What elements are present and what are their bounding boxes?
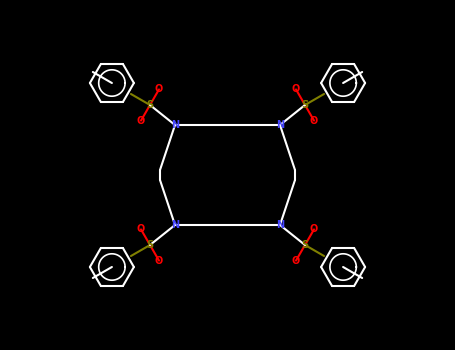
Text: O: O bbox=[155, 256, 163, 266]
Text: N: N bbox=[276, 120, 284, 130]
Text: S: S bbox=[147, 100, 154, 110]
Text: O: O bbox=[310, 116, 318, 126]
Text: O: O bbox=[292, 256, 300, 266]
Text: S: S bbox=[301, 240, 308, 250]
Text: O: O bbox=[137, 224, 145, 234]
Text: O: O bbox=[137, 116, 145, 126]
Text: O: O bbox=[155, 84, 163, 94]
Text: S: S bbox=[147, 240, 154, 250]
Text: S: S bbox=[301, 100, 308, 110]
Text: N: N bbox=[171, 220, 179, 230]
Text: O: O bbox=[310, 224, 318, 234]
Text: O: O bbox=[292, 84, 300, 94]
Text: N: N bbox=[276, 220, 284, 230]
Text: N: N bbox=[171, 120, 179, 130]
